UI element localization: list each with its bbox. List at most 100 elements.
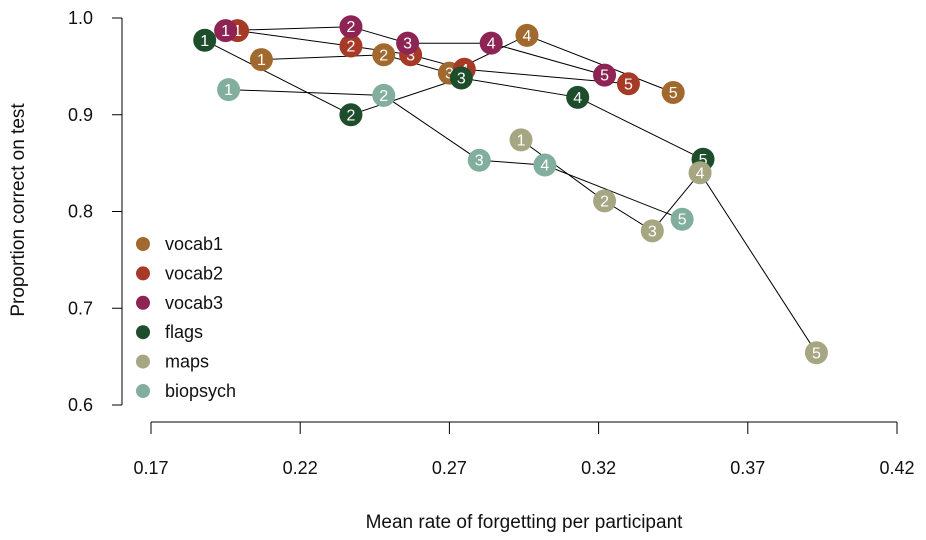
- series-line-flags: [204, 39, 704, 160]
- data-point-vocab3-3: 3: [396, 31, 420, 55]
- legend-item-flags: flags: [136, 322, 203, 342]
- data-point-maps-2: 2: [593, 189, 617, 213]
- point-label: 3: [406, 47, 415, 64]
- legend-label: vocab1: [165, 234, 223, 254]
- data-points: 123451234512345123451234512345: [193, 15, 828, 365]
- legend-item-vocab1: vocab1: [136, 234, 223, 254]
- data-point-maps-3: 3: [640, 219, 664, 243]
- data-point-biopsych-5: 5: [670, 207, 694, 231]
- legend-swatch: [136, 384, 150, 398]
- point-marker: [515, 23, 539, 47]
- point-marker: [804, 341, 828, 365]
- point-label: 1: [221, 23, 230, 40]
- x-tick-label: 0.22: [283, 458, 318, 478]
- y-tick-label: 0.7: [68, 298, 93, 318]
- data-point-flags-4: 4: [566, 85, 590, 109]
- point-label: 3: [648, 223, 657, 240]
- point-marker: [688, 161, 712, 185]
- point-marker: [661, 80, 685, 104]
- legend-swatch: [136, 237, 150, 251]
- point-marker: [593, 63, 617, 87]
- point-label: 4: [540, 158, 549, 175]
- point-label: 3: [475, 153, 484, 170]
- y-tick-label: 0.8: [68, 202, 93, 222]
- series-lines: [204, 26, 817, 354]
- point-marker: [593, 189, 617, 213]
- x-tick-label: 0.42: [879, 458, 914, 478]
- point-marker: [217, 78, 241, 102]
- point-label: 2: [346, 19, 355, 36]
- x-tick-label: 0.27: [432, 458, 467, 478]
- data-point-vocab3-1: 1: [214, 19, 238, 43]
- data-point-vocab2-2: 2: [339, 34, 363, 58]
- point-marker: [339, 34, 363, 58]
- data-point-vocab2-5: 5: [616, 72, 640, 96]
- point-marker: [396, 31, 420, 55]
- point-marker: [249, 48, 273, 72]
- point-label: 3: [403, 36, 412, 53]
- point-marker: [670, 207, 694, 231]
- data-point-vocab1-1: 1: [249, 48, 273, 72]
- point-marker: [339, 103, 363, 127]
- data-point-biopsych-2: 2: [372, 83, 396, 107]
- point-marker: [193, 28, 217, 52]
- legend: vocab1 vocab2 vocab3 flags maps biopsych: [136, 234, 236, 401]
- data-point-biopsych-3: 3: [467, 148, 491, 172]
- point-label: 4: [487, 36, 496, 53]
- x-axis-title: Mean rate of forgetting per participant: [366, 512, 684, 533]
- legend-swatch: [136, 325, 150, 340]
- y-axis-title: Proportion correct on test: [8, 103, 29, 317]
- legend-item-vocab3: vocab3: [136, 293, 223, 313]
- legend-label: vocab3: [165, 293, 223, 313]
- legend-item-vocab2: vocab2: [136, 263, 223, 283]
- series-line-vocab2: [237, 30, 629, 85]
- point-label: 5: [669, 85, 678, 102]
- point-label: 4: [696, 165, 705, 182]
- point-marker: [616, 72, 640, 96]
- data-point-flags-1: 1: [193, 28, 217, 52]
- data-point-maps-1: 1: [509, 128, 533, 152]
- x-tick-label: 0.17: [133, 458, 168, 478]
- legend-label: biopsych: [165, 381, 236, 401]
- legend-label: vocab2: [165, 263, 223, 283]
- point-marker: [372, 83, 396, 107]
- point-label: 5: [624, 76, 633, 93]
- x-tick-label: 0.32: [581, 458, 616, 478]
- data-point-biopsych-4: 4: [533, 153, 557, 177]
- point-label: 2: [346, 107, 355, 124]
- point-marker: [566, 85, 590, 109]
- point-label: 1: [233, 23, 242, 40]
- data-point-maps-4: 4: [688, 161, 712, 185]
- point-marker: [449, 66, 473, 90]
- data-point-vocab3-4: 4: [479, 31, 503, 55]
- point-label: 2: [346, 39, 355, 56]
- point-label: 1: [200, 33, 209, 50]
- point-label: 1: [224, 82, 233, 99]
- point-label: 4: [573, 90, 582, 107]
- data-point-biopsych-1: 1: [217, 78, 241, 102]
- point-marker: [372, 43, 396, 67]
- axes: 0.6 0.7 0.8 0.9 1.0 0.17 0.22 0.27 0.32 0.37 0.42: [68, 8, 915, 478]
- point-label: 5: [600, 68, 609, 85]
- legend-swatch: [136, 354, 150, 369]
- data-point-vocab1-4: 4: [515, 23, 539, 47]
- legend-label: maps: [165, 352, 209, 372]
- legend-swatch: [136, 295, 150, 310]
- y-tick-label: 0.9: [68, 105, 93, 125]
- legend-swatch: [136, 266, 150, 281]
- data-point-vocab3-5: 5: [593, 63, 617, 87]
- x-tick-label: 0.37: [730, 458, 765, 478]
- data-point-flags-2: 2: [339, 103, 363, 127]
- point-label: 3: [445, 66, 454, 83]
- data-point-vocab1-5: 5: [661, 80, 685, 104]
- point-marker: [467, 148, 491, 172]
- point-marker: [509, 128, 533, 152]
- point-marker: [640, 219, 664, 243]
- data-point-vocab1-2: 2: [372, 43, 396, 67]
- point-label: 2: [379, 88, 388, 105]
- point-marker: [479, 31, 503, 55]
- data-point-maps-5: 5: [804, 341, 828, 365]
- series-line-maps: [520, 139, 817, 354]
- point-label: 4: [523, 28, 532, 45]
